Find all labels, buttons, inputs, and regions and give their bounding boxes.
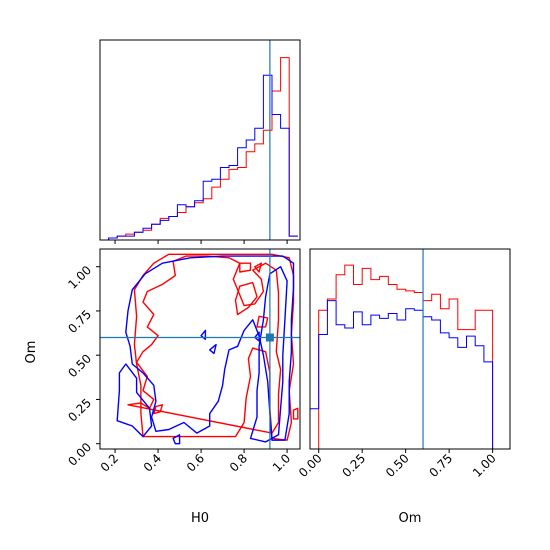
y-axis-label-om: Om [24, 341, 39, 364]
x-axis-label-om: Om [399, 511, 422, 526]
om-ytick-label-2: 0.25 [65, 396, 94, 425]
h0-om-contour-panel: 0.2 0.4 0.6 0.8 1.0 0.000.250.500.751.00 H0 … [24, 248, 301, 526]
contour-series-1-level-1 [133, 253, 295, 441]
h0-marginal-panel [99, 39, 301, 244]
h0-xtick-label-5: 1.0 [270, 451, 293, 474]
contour-series-1-level-5 [254, 262, 262, 273]
om-xtick-label-5: 1.00 [470, 451, 499, 480]
contour-frame [99, 248, 301, 450]
om-ytick-label-4: 0.75 [65, 307, 94, 336]
contour-series-1-level-2 [127, 255, 282, 434]
om-hist-series-1 [310, 264, 502, 450]
h0-xtick-label-3: 0.6 [184, 451, 207, 474]
x-axis-label-h0: H0 [191, 511, 209, 526]
om-ytick-label-5: 1.00 [65, 263, 94, 292]
contour-series-1-level-4 [239, 262, 252, 273]
h0-hist-series-1 [100, 57, 298, 241]
h0-marginal-frame [99, 39, 301, 241]
om-ytick-label-3: 0.50 [65, 351, 94, 380]
om-ytick-label-1: 0.00 [65, 440, 94, 469]
h0-xtick-label-2: 0.4 [141, 451, 164, 474]
truth-marker [265, 333, 274, 342]
contour-series-1-level-6 [256, 315, 269, 328]
om-xtick-label-2: 0.25 [340, 451, 369, 480]
contour-series-2-level-2 [249, 266, 288, 443]
contour-series-2-level-3 [116, 363, 153, 438]
h0-hist-series-2 [100, 74, 298, 241]
om-marginal-frame [309, 248, 511, 450]
om-xtick-label-3: 0.50 [383, 451, 412, 480]
om-xtick-label-1: 0.00 [296, 451, 325, 480]
h0-xtick-label-1: 0.2 [98, 451, 121, 474]
contour-series-2-level-5 [208, 343, 217, 355]
contour-series-2-level-7 [172, 434, 181, 445]
contour-series-1-level-3 [234, 281, 258, 316]
contour-series-1-level-7 [153, 404, 164, 415]
om-hist-series-2 [309, 300, 502, 450]
contour-series-1-level-8 [292, 407, 299, 420]
om-marginal-panel: 0.00 0.25 0.50 0.75 1.00 Om [296, 248, 511, 526]
h0-xtick-label-4: 0.8 [227, 451, 250, 474]
contour-series-2-level-6 [254, 331, 260, 342]
om-xtick-label-4: 0.75 [426, 451, 455, 480]
